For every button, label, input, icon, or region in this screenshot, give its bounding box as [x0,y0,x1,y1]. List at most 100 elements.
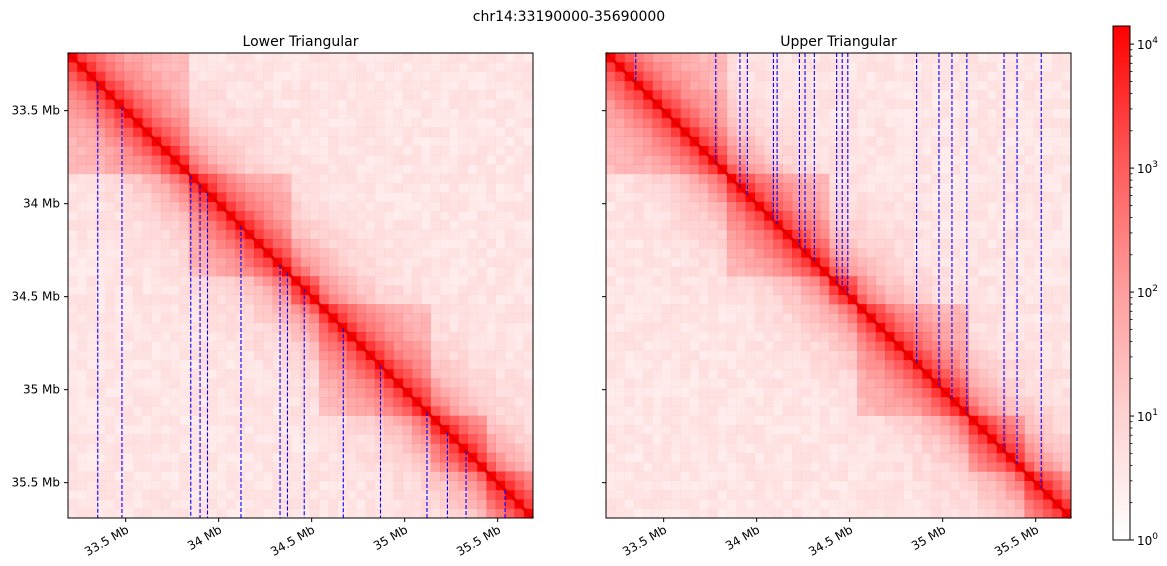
heatmap-cell [486,304,496,314]
heatmap-cell [412,183,422,193]
heatmap-cell [86,90,97,100]
heatmap-cell [847,266,858,277]
heatmap-cell [615,406,625,416]
heatmap-cell [170,332,180,342]
heatmap-cell [1043,350,1053,361]
heatmap-cell [615,471,625,481]
heatmap-cell [263,53,273,63]
heatmap-cell [114,462,124,472]
heatmap-cell [736,266,746,277]
heatmap-cell [95,220,106,230]
heatmap-cell [440,443,450,454]
heatmap-cell [142,53,152,63]
heatmap-cell [449,415,459,426]
heatmap-cell [978,164,988,175]
heatmap-cell [505,118,515,128]
heatmap-cell [133,257,143,268]
heatmap-cell [402,118,413,128]
heatmap-cell [764,192,774,202]
heatmap-cell [866,480,876,491]
heatmap-cell [505,369,515,379]
heatmap-cell [337,406,348,416]
heatmap-cell [467,462,478,472]
heatmap-cell [226,387,236,398]
heatmap-cell [77,71,87,82]
heatmap-cell [885,136,895,147]
heatmap-cell [458,183,469,193]
heatmap-cell [421,285,431,295]
heatmap-cell [624,53,635,63]
heatmap-cell [235,108,245,119]
heatmap-cell [207,108,217,119]
heatmap-cell [968,53,979,63]
heatmap-cell [309,220,320,230]
heatmap-cell [689,341,700,351]
heatmap-cell [440,80,450,91]
heatmap-cell [105,434,115,444]
heatmap-cell [235,304,245,314]
heatmap-cell [142,452,152,463]
heatmap-cell [356,164,366,175]
heatmap-cell [458,266,469,277]
heatmap-cell [309,183,320,193]
heatmap-cell [244,80,255,91]
heatmap-cell [736,322,746,333]
heatmap-cell [356,266,366,277]
heatmap-cell [105,415,115,426]
heatmap-cell [77,127,87,137]
heatmap-cell [717,490,728,500]
heatmap-cell [514,108,524,119]
heatmap-cell [374,285,385,295]
heatmap-cell [1061,499,1072,509]
heatmap-cell [216,378,227,388]
heatmap-cell [68,359,78,370]
heatmap-cell [319,452,329,463]
heatmap-cell [467,257,478,268]
heatmap-cell [235,201,245,212]
y-tick-label: 33.5 Mb [11,104,60,118]
heatmap-cell [151,192,162,202]
heatmap-cell [801,239,811,249]
heatmap-cell [440,452,450,463]
heatmap-cell [430,359,441,370]
heatmap-cell [198,146,208,156]
heatmap-cell [671,415,681,426]
heatmap-cell [188,480,199,491]
heatmap-cell [430,406,441,416]
heatmap-cell [652,108,662,119]
heatmap-cell [319,480,329,491]
heatmap-cell [745,239,755,249]
heatmap-cell [495,108,506,119]
heatmap-cell [773,452,783,463]
heatmap-cell [337,90,348,100]
heatmap-cell [606,452,616,463]
heatmap-cell [1052,136,1062,147]
heatmap-cell [680,397,690,407]
heatmap-cell [244,480,255,491]
heatmap-cell [1005,90,1016,100]
heatmap-cell [291,257,301,268]
heatmap-cell [216,397,227,407]
heatmap-cell [699,406,709,416]
heatmap-cell [77,490,87,500]
heatmap-cell [440,294,450,305]
heatmap-cell [838,183,848,193]
heatmap-cell [624,387,635,398]
heatmap-cell [133,359,143,370]
heatmap-cell [717,99,728,109]
heatmap-cell [477,53,487,63]
heatmap-cell [801,322,811,333]
heatmap-cell [430,276,441,286]
heatmap-cell [624,127,635,137]
heatmap-cell [86,220,97,230]
heatmap-cell [198,71,208,82]
heatmap-cell [95,276,106,286]
heatmap-cell [114,434,124,444]
heatmap-cell [912,220,923,230]
heatmap-cell [198,397,208,407]
heatmap-cell [374,53,385,63]
heatmap-cell [226,434,236,444]
heatmap-cell [514,359,524,370]
heatmap-cell [726,248,737,258]
heatmap-cell [931,173,941,184]
